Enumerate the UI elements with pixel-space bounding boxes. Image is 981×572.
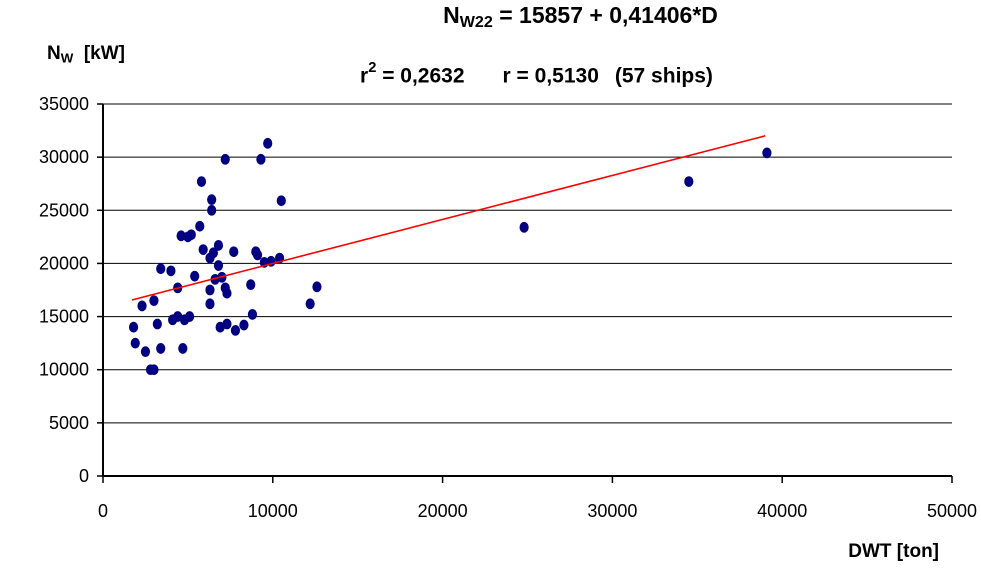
data-point bbox=[222, 287, 232, 299]
regression-line bbox=[131, 135, 766, 301]
data-point bbox=[305, 298, 315, 310]
x-tick-label: 0 bbox=[98, 501, 108, 521]
x-tick-label: 40000 bbox=[757, 501, 807, 521]
data-point bbox=[222, 318, 232, 330]
x-axis-label: DWT [ton] bbox=[848, 541, 939, 562]
fit-line bbox=[131, 135, 766, 301]
ship-count: (57 ships) bbox=[614, 64, 713, 88]
x-tick-label: 10000 bbox=[248, 501, 298, 521]
data-points bbox=[128, 137, 772, 376]
data-point bbox=[152, 318, 162, 330]
y-tick-label: 25000 bbox=[39, 200, 89, 220]
data-point bbox=[178, 343, 188, 354]
r-value: r = 0,5130 bbox=[502, 64, 599, 88]
data-point bbox=[156, 343, 166, 354]
y-tick-label: 35000 bbox=[39, 94, 89, 114]
data-point bbox=[205, 284, 215, 296]
data-point bbox=[184, 311, 195, 322]
data-point bbox=[176, 230, 186, 242]
y-tick-label: 10000 bbox=[39, 360, 89, 380]
y-axis-label: NW [kW] bbox=[47, 43, 125, 65]
data-point bbox=[140, 346, 151, 358]
data-point bbox=[130, 337, 140, 349]
title-symbol: N bbox=[443, 2, 460, 28]
data-point bbox=[128, 321, 139, 333]
data-point bbox=[684, 176, 694, 187]
data-point bbox=[166, 265, 176, 277]
data-point bbox=[239, 319, 249, 331]
data-point bbox=[198, 244, 208, 256]
title-equation: = 15857 + 0,41406*D bbox=[492, 2, 718, 28]
data-point bbox=[208, 247, 218, 259]
data-point bbox=[213, 239, 224, 251]
data-point bbox=[312, 281, 322, 293]
data-point bbox=[190, 270, 200, 282]
chart-subtitle: r2 = 0,2632 r = 0,5130 (57 ships) bbox=[360, 60, 713, 88]
y-tick-label: 15000 bbox=[39, 307, 89, 327]
data-point bbox=[195, 220, 205, 232]
y-axis-symbol: N bbox=[47, 43, 61, 64]
tick-labels: 0 5000 10000 15000 20000 25000 30000 35000 0 1000… bbox=[39, 94, 977, 521]
data-point bbox=[213, 260, 224, 271]
r2-superscript: 2 bbox=[368, 60, 377, 76]
data-point bbox=[762, 147, 772, 159]
data-point bbox=[252, 249, 263, 261]
title-subscript: W22 bbox=[459, 13, 493, 32]
y-axis-subscript: W bbox=[60, 50, 74, 66]
data-point bbox=[247, 309, 258, 320]
y-tick-label: 30000 bbox=[39, 147, 89, 167]
data-point bbox=[205, 298, 215, 310]
data-point bbox=[220, 153, 230, 165]
data-point bbox=[230, 324, 241, 336]
x-tick-label: 50000 bbox=[927, 501, 977, 521]
y-tick-label: 20000 bbox=[39, 253, 89, 273]
data-point bbox=[246, 279, 256, 291]
y-tick-label: 5000 bbox=[49, 413, 89, 433]
data-point bbox=[149, 364, 159, 376]
data-point bbox=[186, 229, 196, 241]
axes bbox=[97, 103, 953, 483]
data-point bbox=[519, 221, 529, 233]
r2-value: = 0,2632 bbox=[376, 64, 465, 88]
data-point bbox=[196, 176, 207, 187]
chart-title: NW22 = 15857 + 0,41406*D bbox=[0, 2, 981, 32]
data-point bbox=[137, 300, 147, 312]
data-point bbox=[276, 195, 286, 207]
gridlines bbox=[103, 103, 952, 424]
x-tick-label: 20000 bbox=[418, 501, 468, 521]
data-point bbox=[156, 263, 166, 275]
data-point bbox=[263, 137, 273, 149]
data-point bbox=[149, 295, 159, 307]
x-tick-label: 30000 bbox=[587, 501, 637, 521]
r2-symbol: r bbox=[360, 64, 369, 88]
y-tick-label: 0 bbox=[79, 466, 89, 486]
data-point bbox=[207, 204, 217, 216]
data-point bbox=[256, 153, 266, 165]
data-point bbox=[207, 194, 217, 206]
y-axis-unit: [kW] bbox=[83, 43, 126, 64]
data-point bbox=[229, 246, 239, 258]
